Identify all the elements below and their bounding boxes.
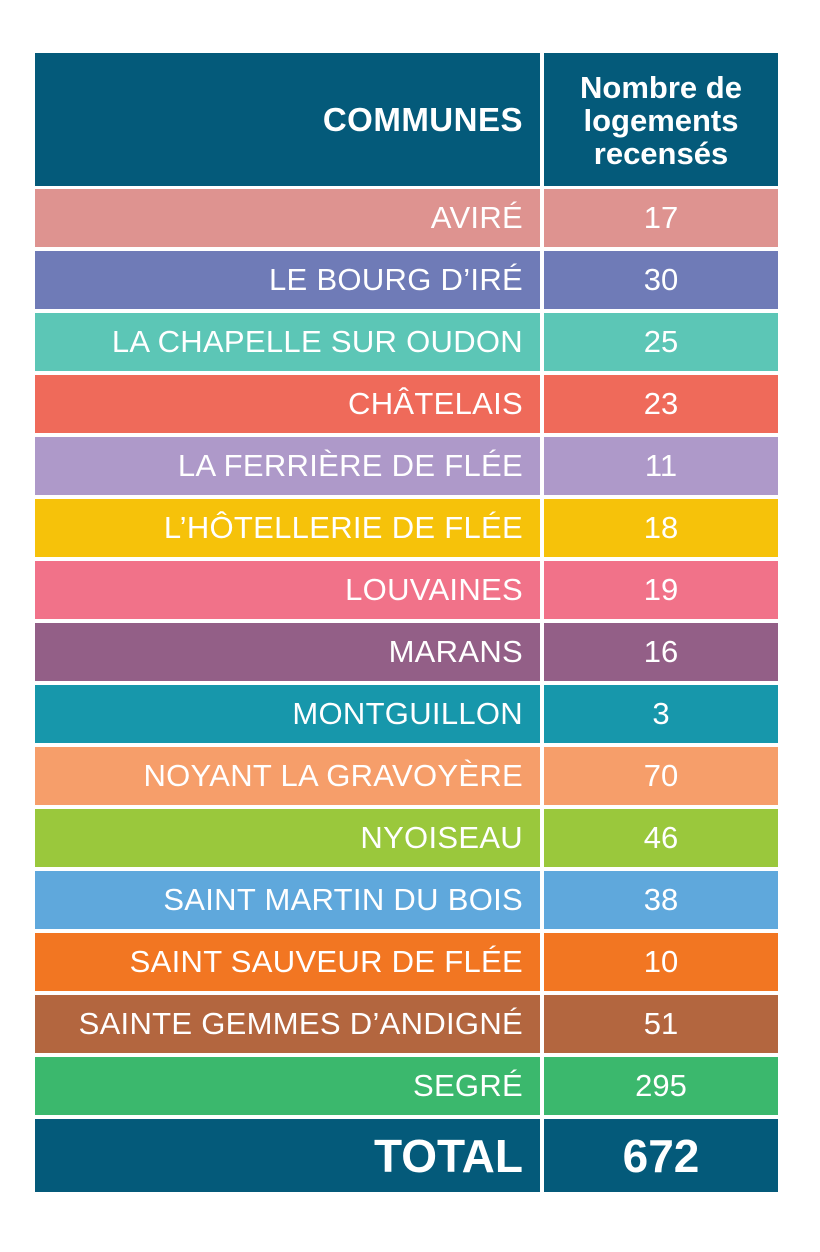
header-housing-count-line2: logements bbox=[583, 103, 739, 138]
table-row: SEGRÉ 295 bbox=[35, 1057, 778, 1115]
commune-name: SAINT SAUVEUR DE FLÉE bbox=[35, 933, 540, 991]
commune-name: CHÂTELAIS bbox=[35, 375, 540, 433]
commune-name: LA FERRIÈRE DE FLÉE bbox=[35, 437, 540, 495]
header-housing-count: Nombre de logements recensés bbox=[544, 53, 778, 186]
housing-count: 38 bbox=[544, 871, 778, 929]
table-row: MONTGUILLON 3 bbox=[35, 685, 778, 743]
commune-name: SAINTE GEMMES D’ANDIGNÉ bbox=[35, 995, 540, 1053]
table-row: LA FERRIÈRE DE FLÉE 11 bbox=[35, 437, 778, 495]
table-row: AVIRÉ 17 bbox=[35, 189, 778, 247]
table-row: LE BOURG D’IRÉ 30 bbox=[35, 251, 778, 309]
housing-count: 70 bbox=[544, 747, 778, 805]
commune-name: LA CHAPELLE SUR OUDON bbox=[35, 313, 540, 371]
commune-name: AVIRÉ bbox=[35, 189, 540, 247]
header-communes: COMMUNES bbox=[35, 53, 540, 186]
commune-name: SEGRÉ bbox=[35, 1057, 540, 1115]
table-row: LA CHAPELLE SUR OUDON 25 bbox=[35, 313, 778, 371]
housing-count: 46 bbox=[544, 809, 778, 867]
table-row: L’HÔTELLERIE DE FLÉE 18 bbox=[35, 499, 778, 557]
header-housing-count-line1: Nombre de bbox=[580, 70, 742, 105]
commune-name: LE BOURG D’IRÉ bbox=[35, 251, 540, 309]
table-body: AVIRÉ 17 LE BOURG D’IRÉ 30 LA CHAPELLE SUR O… bbox=[35, 189, 778, 1115]
housing-count: 23 bbox=[544, 375, 778, 433]
table-row: MARANS 16 bbox=[35, 623, 778, 681]
table-row: LOUVAINES 19 bbox=[35, 561, 778, 619]
commune-name: MONTGUILLON bbox=[35, 685, 540, 743]
housing-count: 16 bbox=[544, 623, 778, 681]
housing-count: 18 bbox=[544, 499, 778, 557]
housing-count: 3 bbox=[544, 685, 778, 743]
commune-name: MARANS bbox=[35, 623, 540, 681]
housing-count: 30 bbox=[544, 251, 778, 309]
commune-name: NOYANT LA GRAVOYÈRE bbox=[35, 747, 540, 805]
table-row: SAINT SAUVEUR DE FLÉE 10 bbox=[35, 933, 778, 991]
commune-name: NYOISEAU bbox=[35, 809, 540, 867]
total-value: 672 bbox=[544, 1119, 778, 1192]
table-header-row: COMMUNES Nombre de logements recensés bbox=[35, 53, 778, 186]
table-row: NYOISEAU 46 bbox=[35, 809, 778, 867]
housing-census-table: COMMUNES Nombre de logements recensés AV… bbox=[35, 53, 778, 1192]
commune-name: L’HÔTELLERIE DE FLÉE bbox=[35, 499, 540, 557]
table-total-row: TOTAL 672 bbox=[35, 1119, 778, 1192]
housing-count: 295 bbox=[544, 1057, 778, 1115]
housing-count: 19 bbox=[544, 561, 778, 619]
housing-count: 17 bbox=[544, 189, 778, 247]
housing-count: 25 bbox=[544, 313, 778, 371]
table-row: SAINT MARTIN DU BOIS 38 bbox=[35, 871, 778, 929]
total-label: TOTAL bbox=[35, 1119, 540, 1192]
commune-name: LOUVAINES bbox=[35, 561, 540, 619]
table-row: SAINTE GEMMES D’ANDIGNÉ 51 bbox=[35, 995, 778, 1053]
housing-count: 11 bbox=[544, 437, 778, 495]
housing-count: 51 bbox=[544, 995, 778, 1053]
table-row: NOYANT LA GRAVOYÈRE 70 bbox=[35, 747, 778, 805]
housing-count: 10 bbox=[544, 933, 778, 991]
header-housing-count-line3: recensés bbox=[593, 136, 729, 171]
commune-name: SAINT MARTIN DU BOIS bbox=[35, 871, 540, 929]
table-row: CHÂTELAIS 23 bbox=[35, 375, 778, 433]
